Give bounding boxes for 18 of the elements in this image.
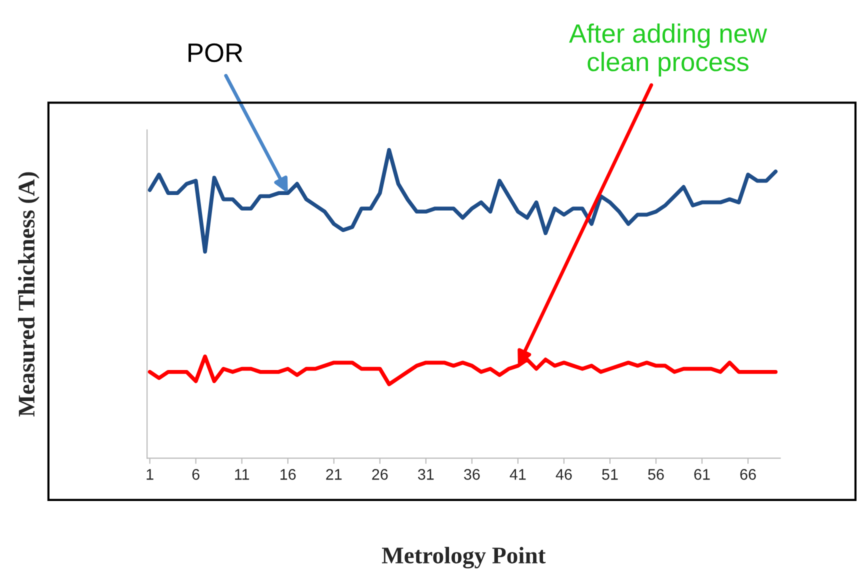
x-tick-label: 1 — [146, 469, 154, 480]
x-tick-label: 61 — [694, 469, 710, 480]
x-tick-label: 16 — [280, 469, 296, 480]
x-tick-label: 11 — [235, 469, 250, 480]
x-tick-label: 36 — [464, 469, 480, 480]
x-tick-label: 26 — [372, 469, 388, 480]
y-axis-title: Measured Thickness (A) — [18, 172, 40, 417]
x-axis-title: Metrology Point — [382, 546, 546, 568]
x-tick-label: 66 — [740, 469, 756, 480]
annotation: After adding new clean process — [569, 23, 768, 77]
x-tick-label: 6 — [192, 469, 200, 480]
x-tick-label: 21 — [326, 469, 342, 480]
x-tick-label: 41 — [510, 469, 526, 480]
x-tick-label: 56 — [648, 469, 664, 480]
x-tick-label: 31 — [418, 469, 434, 480]
x-tick-label: 46 — [556, 469, 572, 480]
annotation: POR — [188, 43, 242, 62]
x-tick-label: 51 — [602, 469, 618, 480]
